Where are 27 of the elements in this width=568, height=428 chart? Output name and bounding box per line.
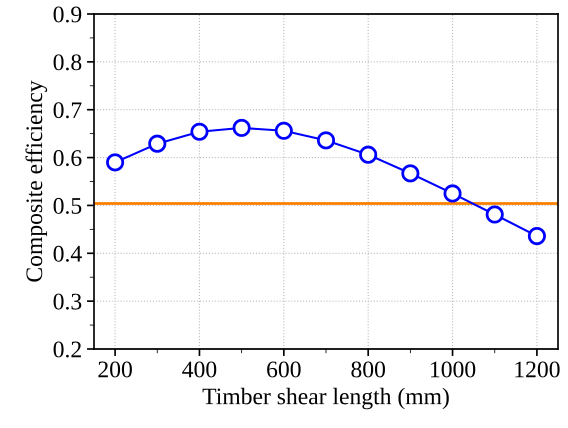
y-tick-label: 0.3 [54,294,82,310]
point [148,134,166,153]
x-tick-label: 400 [182,361,216,378]
x-tick-label: 200 [98,361,132,378]
point [486,205,504,224]
y-tick-label: 0.6 [54,150,82,166]
x-tick-label: 600 [267,361,301,378]
y-tick-label: 0.7 [54,102,82,118]
point [316,131,336,150]
x-tick-label: 800 [351,361,385,378]
y-tick-label: 0.9 [54,6,82,23]
y-tick-label: 0.5 [54,198,82,214]
point [528,227,546,246]
y-tick-label: 0.4 [54,246,82,262]
y-tick-label: 0.8 [54,54,82,70]
point [232,118,251,137]
point [106,153,124,172]
x-tick-label: 1200 [515,361,560,378]
y-axis-title: Composite efficiency [25,80,48,282]
point [274,122,293,140]
point [444,184,462,202]
y-tick-label: 0.2 [54,341,81,358]
x-tick-label: 1000 [431,361,476,378]
point [401,164,420,182]
point [359,146,378,164]
x-axis-title: Timber shear length (mm) [202,388,449,410]
point [190,122,208,141]
